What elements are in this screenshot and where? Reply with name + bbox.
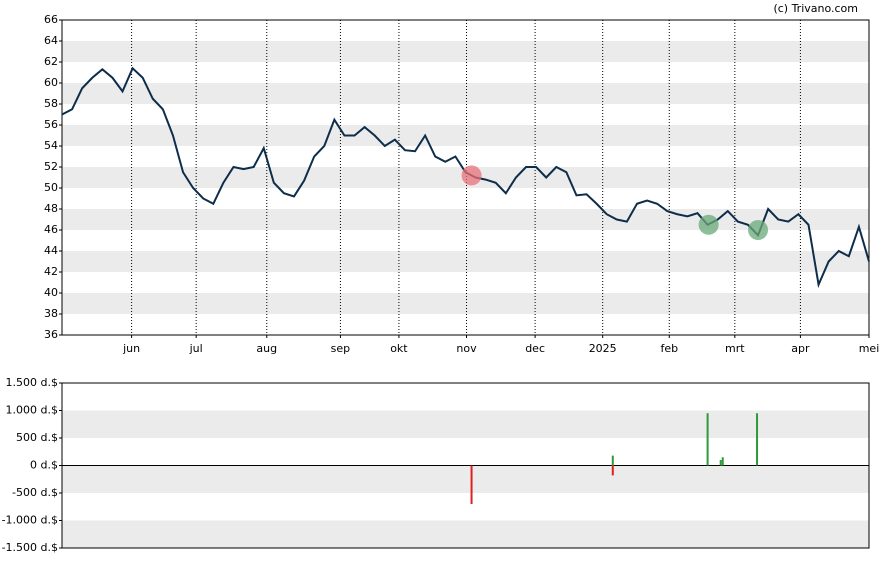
x-tick-label: jun — [122, 342, 140, 355]
band — [62, 251, 869, 272]
plot-frame — [61, 19, 870, 336]
bar — [756, 413, 759, 466]
bar — [719, 460, 722, 466]
band — [62, 125, 869, 146]
y-tick-label: 50 — [44, 181, 58, 194]
y-tick-label: 44 — [44, 244, 58, 257]
x-tick-label: sep — [331, 342, 350, 355]
x-tick-label: nov — [456, 342, 477, 355]
x-tick-label: mrt — [725, 342, 745, 355]
band — [62, 465, 869, 493]
trade-marker — [461, 165, 482, 186]
y-tick-label: 56 — [44, 118, 58, 131]
band — [62, 209, 869, 230]
y-tick-label: 42 — [44, 265, 58, 278]
y-tick-label: 40 — [44, 286, 58, 299]
y-tick-label: 38 — [44, 307, 58, 320]
y-tick-label: 48 — [44, 202, 58, 215]
y-tick-label: 46 — [44, 223, 58, 236]
y-tick-label: 36 — [44, 328, 58, 341]
band — [62, 41, 869, 62]
y-tick-label: 1.000 d.$ — [6, 404, 58, 417]
band — [62, 410, 869, 438]
y-tick-label: 62 — [44, 55, 58, 68]
y-tick-label: 64 — [44, 34, 58, 47]
x-tick-label: mei — [859, 342, 880, 355]
y-tick-label: 500 d.$ — [16, 431, 58, 444]
y-tick-label: 0 d.$ — [30, 459, 58, 472]
bar — [611, 465, 614, 476]
x-tick-label: jul — [189, 342, 203, 355]
bar — [706, 413, 709, 466]
x-tick-label: feb — [660, 342, 678, 355]
y-tick-label: 66 — [44, 13, 58, 26]
x-tick-label: apr — [791, 342, 810, 355]
y-tick-label: -1.000 d.$ — [2, 514, 58, 527]
y-tick-label: 1.500 d.$ — [6, 376, 58, 389]
band — [62, 293, 869, 314]
y-tick-label: -500 d.$ — [12, 486, 58, 499]
y-tick-label: -1.500 d.$ — [2, 541, 58, 554]
band — [62, 83, 869, 104]
y-tick-label: 58 — [44, 97, 58, 110]
y-tick-label: 52 — [44, 160, 58, 173]
y-tick-label: 54 — [44, 139, 58, 152]
x-tick-label: aug — [256, 342, 277, 355]
bar — [470, 465, 473, 504]
x-tick-label: dec — [525, 342, 545, 355]
band — [62, 520, 869, 548]
credit: (c) Trivano.com — [773, 2, 858, 15]
y-tick-label: 60 — [44, 76, 58, 89]
x-tick-label: 2025 — [589, 342, 617, 355]
trade-marker — [698, 214, 719, 235]
trade-marker — [748, 220, 769, 240]
x-tick-label: okt — [390, 342, 408, 355]
bar — [721, 457, 724, 466]
bar — [611, 455, 614, 466]
